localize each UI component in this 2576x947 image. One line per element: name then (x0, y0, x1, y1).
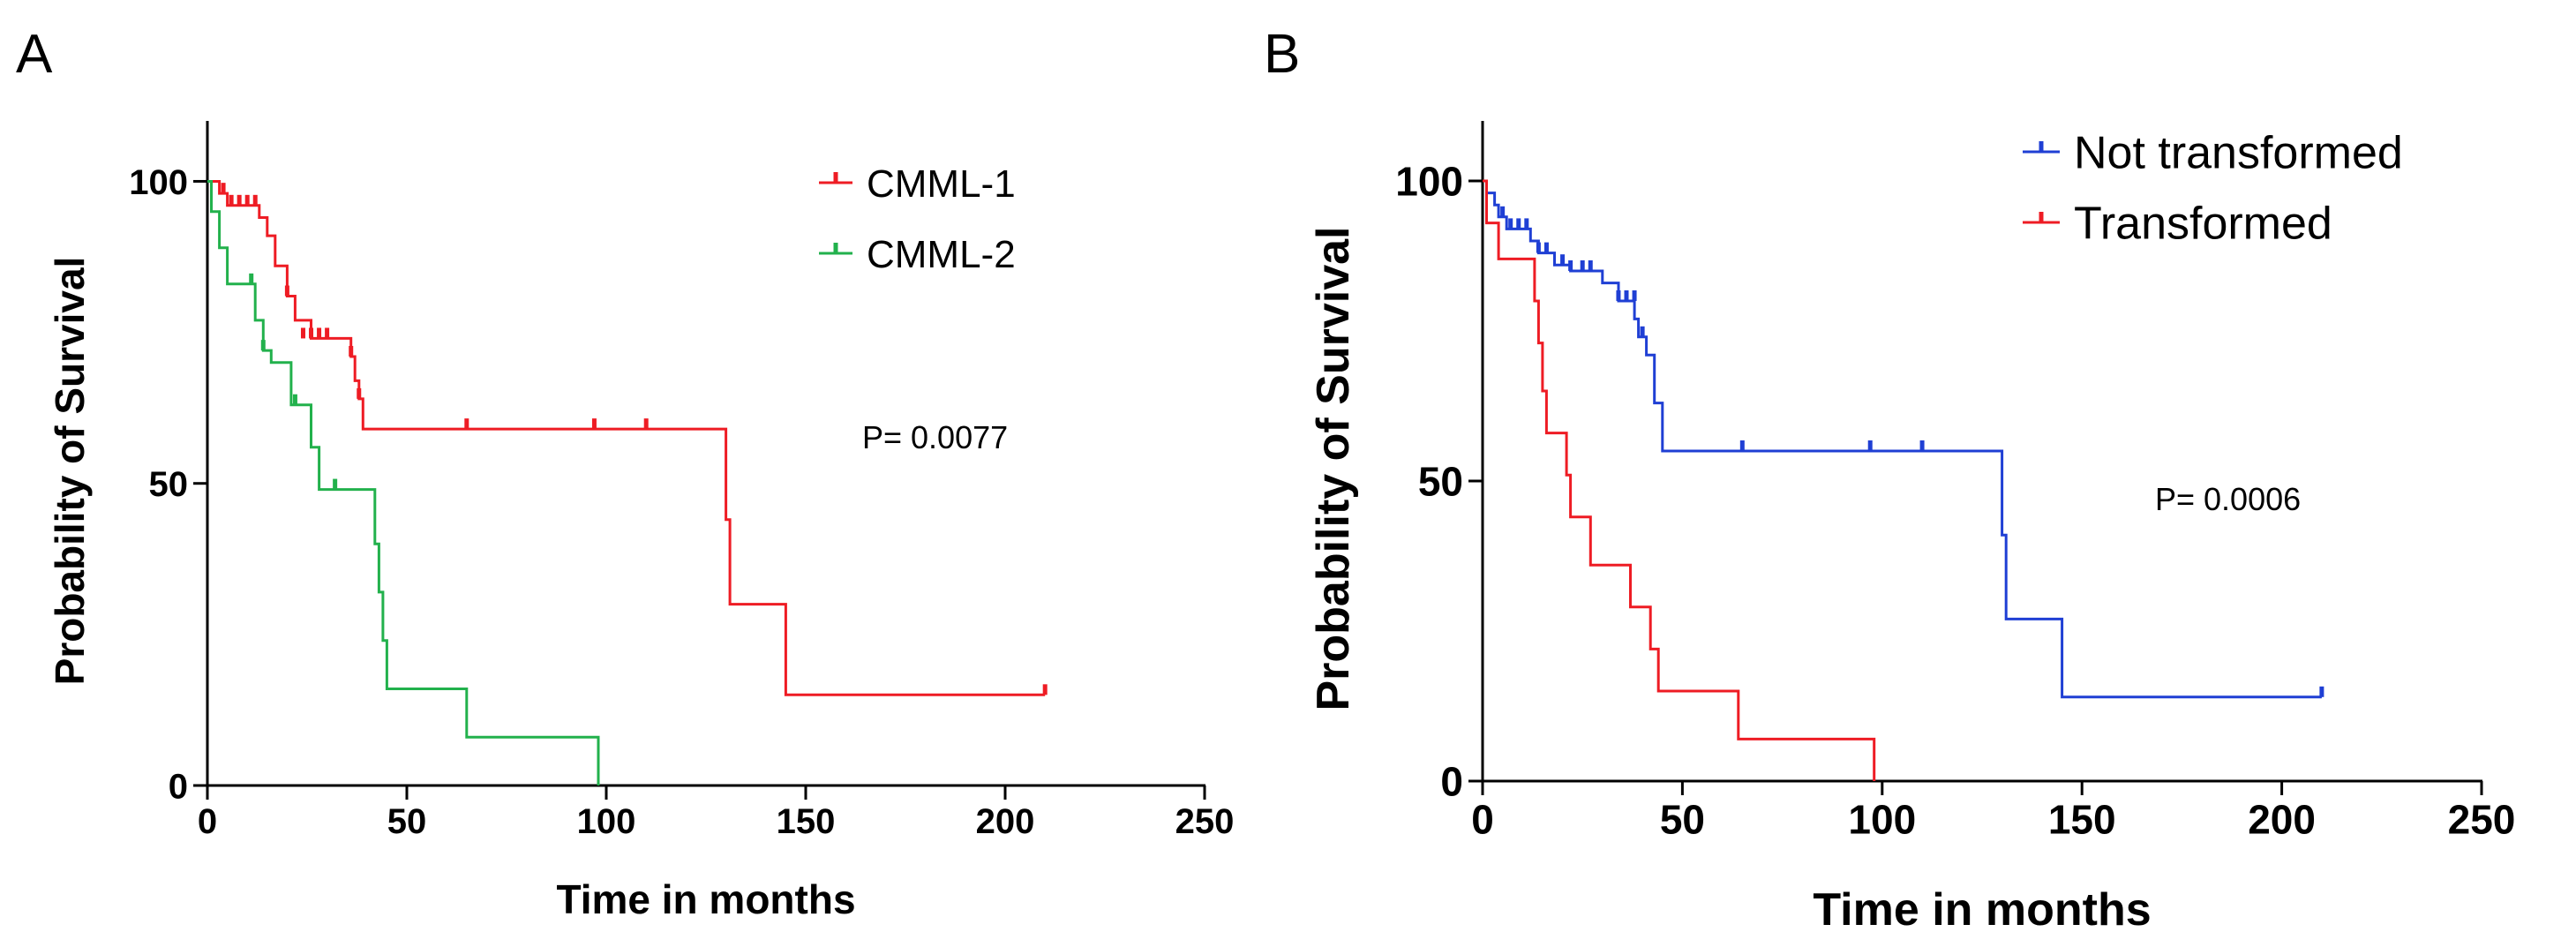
x-tick-label: 150 (2048, 797, 2116, 843)
legend-label: Transformed (2074, 199, 2332, 250)
x-tick-label: 0 (1471, 797, 1494, 843)
series-transformed: Transformed (1483, 179, 2332, 781)
series-not-transformed: Not transformed (1483, 128, 2403, 699)
y-tick-label: 100 (129, 163, 188, 202)
p-value-annotation: P= 0.0006 (2155, 481, 2301, 517)
x-tick-label: 50 (1660, 797, 1705, 843)
x-tick-label: 250 (2448, 797, 2516, 843)
x-tick-label: 50 (387, 802, 427, 841)
p-value-annotation: P= 0.0077 (862, 419, 1008, 455)
x-tick-label: 0 (198, 802, 217, 841)
x-axis-title: Time in months (1813, 884, 2151, 936)
panel-a: A 0 50 100 150 200 250 0 50 100 Time in months Prob… (16, 24, 1234, 922)
survival-curve (1483, 179, 1876, 781)
panel-b: B 0 50 100 150 200 250 0 50 100 Time in months Prob… (1264, 24, 2515, 936)
x-axis-title: Time in months (556, 876, 855, 922)
series-cmml-2: CMML-2 (207, 180, 1016, 785)
panel-letter: A (16, 24, 53, 85)
x-tick-label: 200 (2248, 797, 2316, 843)
x-tick-label: 100 (577, 802, 636, 841)
y-tick-label: 50 (1418, 459, 1463, 505)
survival-curve (1483, 179, 2322, 699)
x-tick-label: 150 (777, 802, 836, 841)
legend-label: Not transformed (2074, 128, 2403, 179)
y-tick-label: 100 (1395, 159, 1463, 205)
series-cmml-1: CMML-1 (207, 162, 1048, 696)
survival-curve (207, 180, 1046, 696)
y-axis-title: Probability of Survival (1308, 226, 1359, 710)
legend-label: CMML-2 (867, 233, 1016, 276)
x-tick-label: 100 (1848, 797, 1916, 843)
y-tick-label: 0 (1440, 759, 1463, 805)
y-axis-title: Probability of Survival (47, 257, 93, 686)
x-tick-label: 200 (976, 802, 1035, 841)
panel-letter: B (1264, 24, 1300, 85)
y-tick-label: 0 (169, 767, 188, 806)
y-tick-label: 50 (149, 465, 189, 504)
survival-curve (207, 180, 600, 785)
legend-label: CMML-1 (867, 162, 1016, 206)
x-tick-label: 250 (1175, 802, 1235, 841)
